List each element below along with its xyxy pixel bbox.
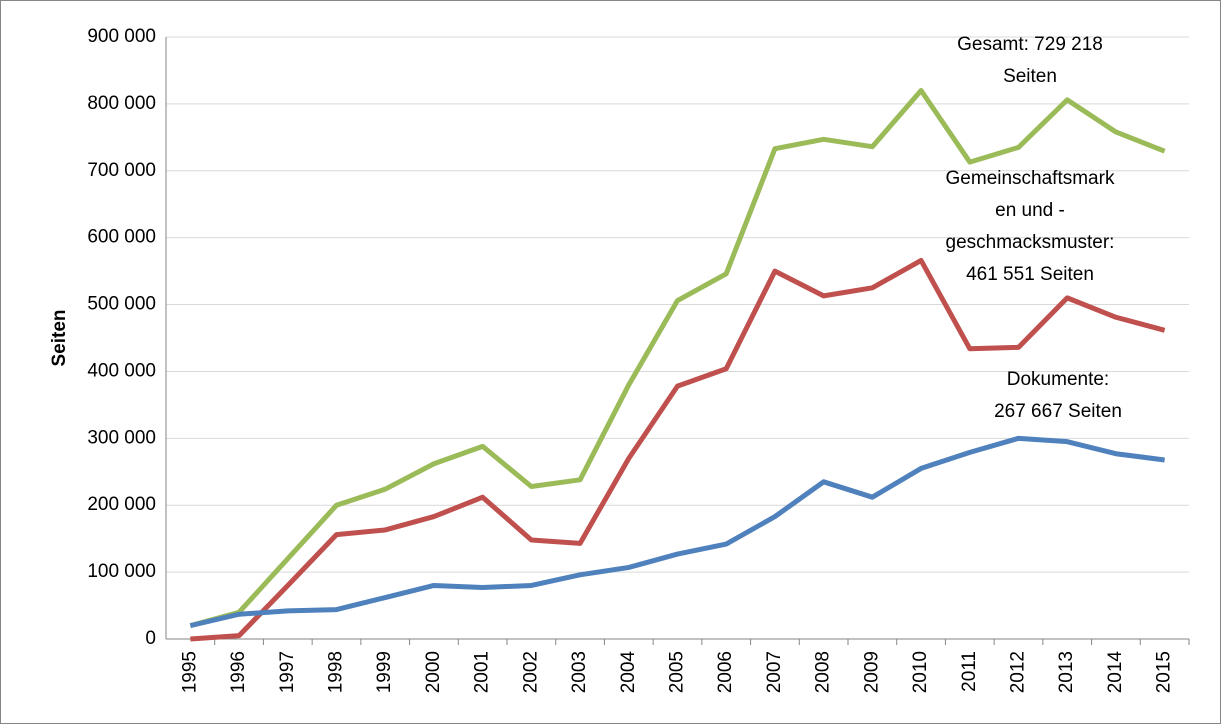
x-tick-label: 2000 [423,651,444,693]
y-tick-label: 700 000 [87,160,156,181]
y-tick-label: 900 000 [87,26,156,47]
x-tick-label: 2006 [715,651,736,693]
x-tick-label: 2014 [1105,651,1126,694]
x-tick-label: 2005 [667,651,688,693]
x-tick-label: 1997 [277,651,298,693]
annotation: 461 551 Seiten [966,264,1094,285]
y-tick-label: 0 [145,628,156,649]
x-tick-label: 2015 [1154,651,1175,693]
x-tick-label: 2003 [569,651,590,693]
annotation: 267 667 Seiten [994,401,1122,422]
annotation: Gemeinschaftsmark [946,168,1115,189]
y-tick-label: 500 000 [87,294,156,315]
x-tick-label: 2012 [1008,651,1029,693]
x-tick-label: 2013 [1056,651,1077,693]
y-tick-label: 300 000 [87,427,156,448]
x-tick-label: 2001 [472,651,493,693]
x-tick-label: 1995 [179,651,200,693]
series-line [190,257,1166,642]
y-tick-label: 400 000 [87,360,156,381]
annotation: geschmacksmuster: [946,232,1115,253]
y-tick-label: 600 000 [87,227,156,248]
annotation: Gesamt: 729 218 [957,34,1103,55]
x-tick-label: 2007 [764,651,785,693]
annotation: Dokumente: [1007,369,1109,390]
annotation: en und - [995,200,1065,221]
x-tick-label: 2008 [813,651,834,693]
x-tick-label: 2011 [959,651,980,692]
x-tick-label: 2004 [618,651,639,694]
x-tick-label: 1996 [228,651,249,693]
y-tick-label: 200 000 [87,494,156,515]
x-tick-label: 2010 [910,651,931,693]
x-tick-label: 1999 [374,651,395,693]
x-tick-label: 1998 [326,651,347,693]
x-tick-label: 2009 [861,651,882,693]
series-line [189,88,1166,629]
x-tick-label: 2002 [520,651,541,693]
y-tick-label: 100 000 [87,561,156,582]
series-line [189,435,1165,629]
y-tick-label: 800 000 [87,93,156,114]
y-axis-label: Seiten [49,309,70,366]
annotation: Seiten [1003,66,1057,87]
